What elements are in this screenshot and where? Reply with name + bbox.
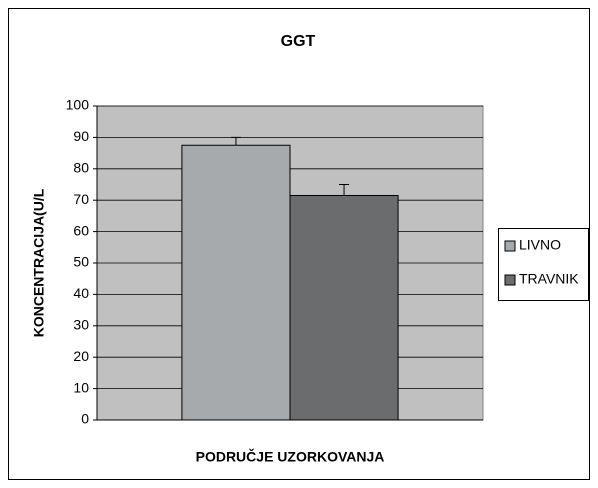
- error-bar: [230, 136, 241, 146]
- legend-label: LIVNO: [519, 237, 561, 253]
- error-bar: [339, 184, 350, 196]
- legend-swatch: [504, 274, 516, 286]
- chart-title: GGT: [281, 33, 316, 50]
- y-tick-label: 80: [73, 160, 89, 176]
- y-tick-label: 10: [73, 379, 89, 395]
- legend-swatch: [504, 240, 516, 252]
- x-axis-label: PODRUČJE UZORKOVANJA: [196, 448, 385, 465]
- y-tick-label: 30: [73, 317, 89, 333]
- y-tick-label: 90: [73, 128, 89, 144]
- y-tick-label: 0: [81, 411, 89, 427]
- y-axis-label: KONCENTRACIJA(U/L: [31, 188, 47, 337]
- bar: [181, 144, 291, 421]
- legend-label: TRAVNIK: [519, 271, 579, 287]
- bar: [289, 194, 399, 421]
- y-tick-label: 40: [73, 285, 89, 301]
- y-tick-label: 60: [73, 222, 89, 238]
- y-tick-label: 100: [66, 97, 90, 113]
- y-tick-label: 50: [73, 254, 89, 270]
- y-tick-label: 20: [73, 348, 89, 364]
- y-tick-label: 70: [73, 191, 89, 207]
